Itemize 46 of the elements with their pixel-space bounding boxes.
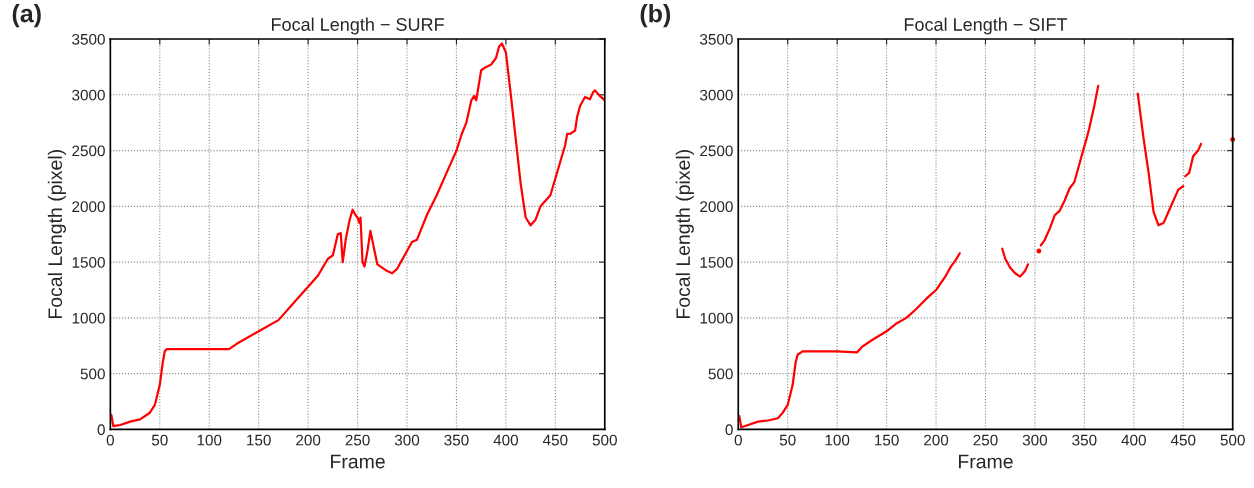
text: (b) (640, 4, 671, 28)
y-tick-label: 500 (80, 368, 105, 380)
y-tick-label: 2000 (72, 201, 105, 213)
x-tick-label: 250 (973, 434, 998, 446)
x-tick-label: 200 (296, 434, 321, 446)
x-tick-label: 400 (493, 434, 519, 446)
y-tick-label: 3500 (72, 33, 105, 45)
x-tick-label: 150 (875, 434, 899, 446)
x-tick-label: 350 (444, 434, 469, 446)
y-tick-label: 0 (725, 424, 733, 436)
x-tick-label: 100 (197, 434, 222, 446)
x-tick-label: 0 (734, 434, 742, 446)
x-tick-label: 250 (345, 434, 370, 446)
x-tick-label: 450 (1170, 434, 1196, 446)
y-tick-label: 0 (97, 424, 105, 436)
y-tick-label: 2500 (72, 145, 105, 157)
y-tick-label: 1000 (72, 312, 105, 324)
chart-title: Focal Length − SURF (271, 17, 444, 35)
x-tick-label: 0 (106, 434, 114, 446)
x-tick-label: 350 (1072, 434, 1097, 446)
y-axis-title: Focal Length (pixel) (675, 150, 694, 319)
x-tick-label: 500 (592, 434, 617, 446)
y-tick-label: 3500 (700, 33, 733, 45)
y-tick-label: 1500 (700, 256, 733, 268)
x-tick-label: 300 (394, 434, 420, 446)
chart-title: Focal Length − SIFT (904, 17, 1068, 35)
y-axis-title: Focal Length (pixel) (47, 150, 66, 319)
y-tick-label: 1000 (700, 312, 733, 324)
x-tick-label: 100 (825, 434, 850, 446)
x-tick-label: 50 (151, 434, 168, 446)
x-tick-label: 450 (542, 434, 568, 446)
x-tick-label: 50 (779, 434, 796, 446)
y-tick-label: 3000 (700, 89, 733, 101)
x-tick-label: 500 (1220, 434, 1245, 446)
x-tick-label: 200 (924, 434, 949, 446)
x-axis-title: Frame (331, 454, 385, 469)
x-tick-label: 300 (1022, 434, 1048, 446)
y-tick-label: 500 (708, 368, 733, 380)
x-axis-title: Frame (958, 454, 1013, 469)
y-tick-label: 1500 (72, 256, 105, 268)
x-tick-label: 400 (1121, 434, 1146, 446)
y-tick-label: 3000 (72, 89, 105, 101)
y-tick-label: 2500 (700, 145, 733, 157)
text: (a) (12, 4, 41, 28)
x-tick-label: 150 (247, 434, 271, 446)
y-tick-label: 2000 (700, 201, 733, 213)
